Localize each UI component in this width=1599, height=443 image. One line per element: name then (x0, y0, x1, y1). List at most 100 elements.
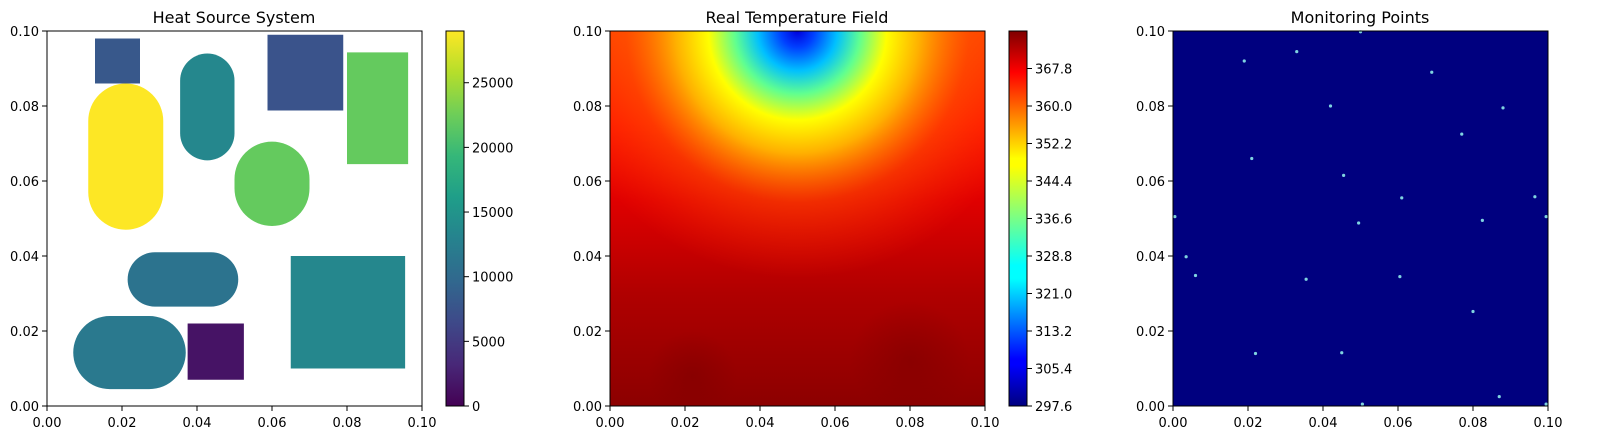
colorbar-tick-label: 360.0 (1035, 100, 1072, 115)
y-tick-label: 0.06 (10, 175, 39, 190)
y-tick-label: 0.06 (1136, 175, 1165, 190)
monitoring-point (1340, 351, 1344, 355)
monitoring-point (1497, 395, 1501, 399)
x-tick-label: 0.04 (183, 416, 212, 431)
monitoring-point (1533, 195, 1537, 199)
colorbar-tick-label: 15000 (472, 206, 513, 221)
x-tick-label: 0.10 (971, 416, 1000, 431)
monitoring-points-x-axis: 0.00 0.02 0.04 0.06 0.08 0.10 (1159, 406, 1563, 431)
y-tick-label: 0.06 (573, 175, 602, 190)
colorbar-tick-label: 0 (472, 400, 480, 415)
x-tick-label: 0.06 (821, 416, 850, 431)
colorbar-gradient (1008, 30, 1028, 407)
heat-source-title: Heat Source System (153, 8, 316, 27)
x-tick-label: 0.10 (1534, 416, 1563, 431)
hot-spot (647, 331, 738, 406)
monitoring-point (1501, 106, 1505, 110)
heat-source-component (290, 256, 406, 369)
y-tick-label: 0.08 (10, 100, 39, 115)
colorbar-tick-label: 344.4 (1035, 175, 1072, 190)
panel-temperature-field: Real Temperature Field 0.00 0.02 0.04 0.06 0… (573, 8, 1072, 431)
colorbar-tick-label: 313.2 (1035, 325, 1072, 340)
monitoring-points-y-axis: 0.00 0.02 0.04 0.06 0.08 0.10 (1136, 25, 1173, 415)
heat-source-component (267, 34, 344, 111)
colorbar-tick-label: 297.6 (1035, 400, 1072, 415)
x-tick-label: 0.08 (1459, 416, 1488, 431)
colorbar-tick-label: 336.6 (1035, 213, 1072, 228)
monitoring-point (1398, 275, 1402, 279)
y-tick-label: 0.02 (1136, 325, 1165, 340)
colorbar-gradient (445, 30, 465, 407)
x-tick-label: 0.04 (1309, 416, 1338, 431)
heat-source-x-axis: 0.00 0.02 0.04 0.06 0.08 0.10 (33, 406, 437, 431)
heat-source-component (187, 323, 244, 380)
x-tick-label: 0.06 (1384, 416, 1413, 431)
colorbar-tick-label: 305.4 (1035, 363, 1072, 378)
colorbar-tick-label: 321.0 (1035, 288, 1072, 303)
x-tick-label: 0.02 (1234, 416, 1263, 431)
monitoring-point (1430, 70, 1434, 74)
y-tick-label: 0.10 (10, 25, 39, 40)
colorbar-tick-label: 328.8 (1035, 250, 1072, 265)
panel-monitoring-points: Monitoring Points 0.00 0.02 0.04 0.06 0.08 0.… (1136, 8, 1562, 431)
monitoring-point (1184, 255, 1188, 259)
heat-source-plot-area (46, 30, 423, 407)
x-tick-label: 0.06 (258, 416, 287, 431)
monitoring-point (1242, 59, 1246, 63)
panel-heat-source: Heat Source System 0.00 0.02 0.04 0.06 0.08 0… (10, 8, 513, 431)
y-tick-label: 0.10 (573, 25, 602, 40)
monitoring-points-plot-area (1172, 30, 1549, 407)
monitoring-point (1328, 104, 1333, 108)
colorbar-tick-label: 367.8 (1035, 63, 1072, 78)
heat-source-component (234, 141, 310, 226)
monitoring-point (1357, 221, 1361, 225)
monitoring-point (1193, 273, 1198, 278)
heat-source-component (347, 52, 409, 165)
y-tick-label: 0.02 (573, 325, 602, 340)
heat-source-frame (46, 30, 423, 407)
x-tick-label: 0.04 (746, 416, 775, 431)
y-tick-label: 0.04 (10, 250, 39, 265)
x-tick-label: 0.08 (896, 416, 925, 431)
monitoring-point (1250, 156, 1254, 161)
monitoring-point (1460, 132, 1464, 136)
x-tick-label: 0.02 (671, 416, 700, 431)
y-tick-label: 0.04 (1136, 250, 1165, 265)
x-tick-label: 0.00 (596, 416, 625, 431)
x-tick-label: 0.00 (1159, 416, 1188, 431)
x-tick-label: 0.02 (108, 416, 137, 431)
heat-source-component (127, 252, 239, 307)
temperature-field-x-axis: 0.00 0.02 0.04 0.06 0.08 0.10 (596, 406, 1000, 431)
y-tick-label: 0.08 (573, 100, 602, 115)
y-tick-label: 0.02 (10, 325, 39, 340)
monitoring-points-title: Monitoring Points (1291, 8, 1430, 27)
heat-source-component (88, 83, 164, 230)
monitoring-point (1342, 173, 1346, 177)
monitoring-point (1544, 402, 1548, 406)
heat-source-component (180, 53, 235, 161)
monitoring-point (1295, 50, 1299, 54)
monitoring-point (1471, 309, 1475, 314)
monitoring-point (1304, 277, 1308, 281)
monitoring-background (1173, 31, 1548, 406)
y-tick-label: 0.10 (1136, 25, 1165, 40)
y-tick-label: 0.00 (573, 400, 602, 415)
y-tick-label: 0.00 (10, 400, 39, 415)
monitoring-frame (1172, 30, 1549, 407)
colorbar-tick-label: 25000 (472, 77, 513, 92)
heat-source-y-axis: 0.00 0.02 0.04 0.06 0.08 0.10 (10, 25, 47, 415)
monitoring-point (1400, 196, 1404, 200)
temperature-frame (609, 30, 986, 407)
temperature-field-plot-area (609, 30, 986, 407)
temperature-field-y-axis: 0.00 0.02 0.04 0.06 0.08 0.10 (573, 25, 610, 415)
heat-source-component (95, 38, 140, 84)
y-tick-label: 0.00 (1136, 400, 1165, 415)
colorbar-tick-label: 20000 (472, 141, 513, 156)
colorbar-tick-label: 5000 (472, 335, 505, 350)
temperature-field-colorbar: 297.6 305.4 313.2 321.0 328.8 336.6 344.4 352.2… (1008, 30, 1072, 415)
colorbar-tick-label: 10000 (472, 271, 513, 286)
monitoring-point (1480, 218, 1484, 222)
x-tick-label: 0.10 (408, 416, 437, 431)
monitoring-point (1544, 215, 1548, 219)
